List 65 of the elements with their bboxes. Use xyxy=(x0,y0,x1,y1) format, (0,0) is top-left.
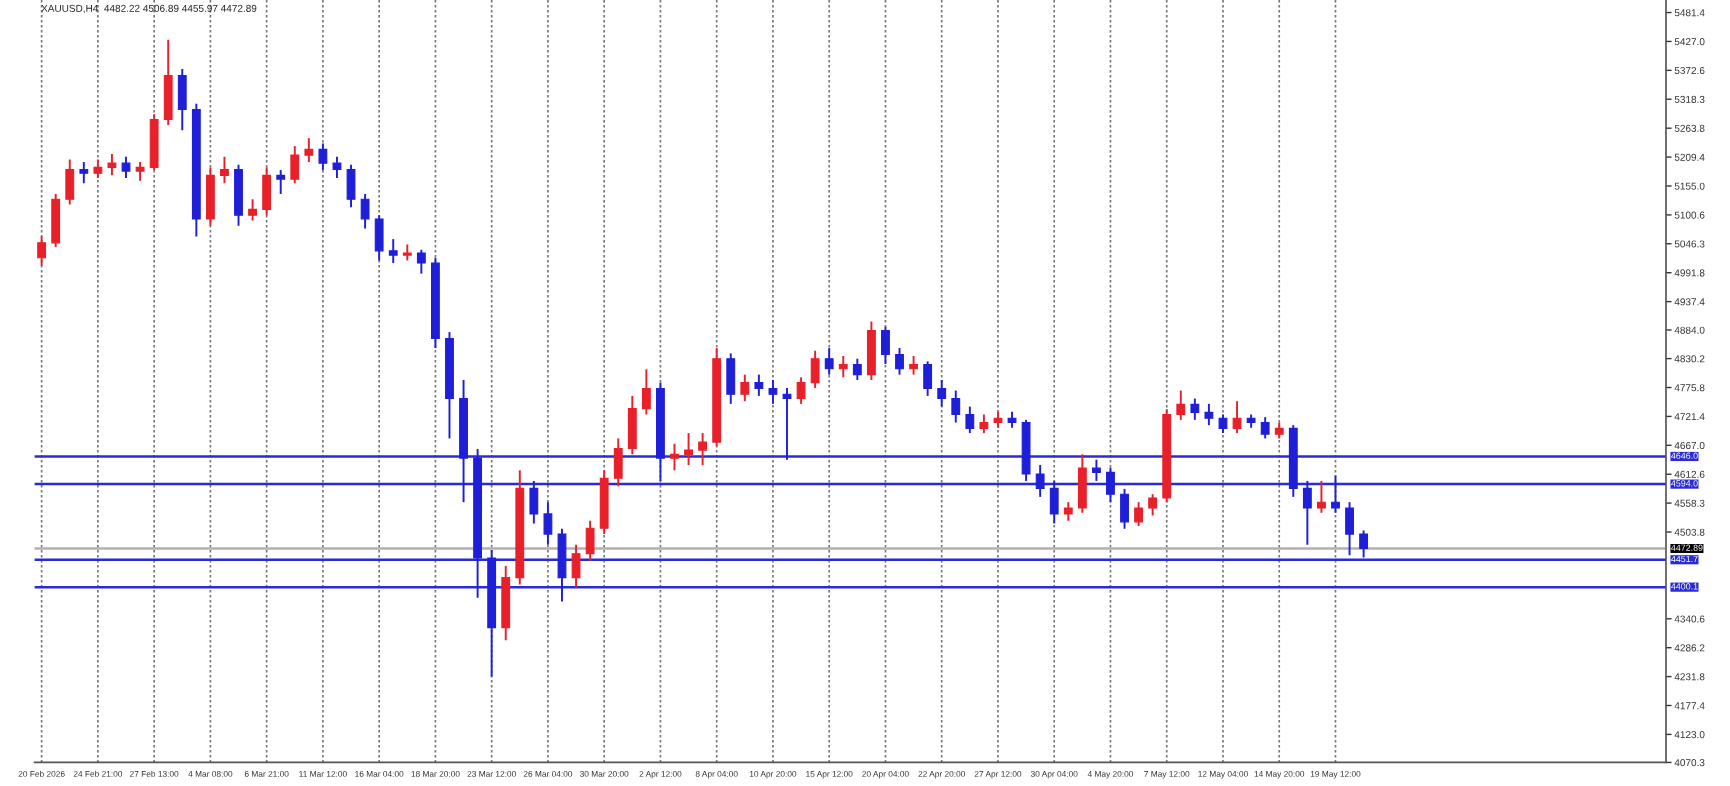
candlestick xyxy=(1120,487,1129,530)
candlestick xyxy=(951,389,961,424)
candlestick xyxy=(262,166,272,217)
candlestick xyxy=(1218,413,1228,435)
candlestick xyxy=(965,405,975,435)
candlestick xyxy=(332,155,342,179)
candlestick xyxy=(1134,501,1144,528)
candlestick xyxy=(1260,416,1270,440)
candlestick xyxy=(234,163,243,227)
candlestick xyxy=(1077,453,1087,514)
candlestick xyxy=(220,155,229,185)
candlestick xyxy=(768,378,778,405)
candlestick xyxy=(37,235,47,267)
candlestick xyxy=(374,214,384,262)
candlestick xyxy=(740,373,750,403)
candlestick xyxy=(923,360,933,397)
candlestick xyxy=(121,155,131,179)
candlestick xyxy=(304,137,314,164)
candlestick xyxy=(163,38,173,126)
candlestick xyxy=(149,113,159,172)
candlestick xyxy=(1063,501,1073,522)
candlestick xyxy=(388,238,398,265)
candlestick xyxy=(895,347,904,376)
candlestick xyxy=(698,432,708,466)
candlestick xyxy=(1204,402,1214,427)
candlestick xyxy=(1176,389,1186,421)
candlestick xyxy=(276,169,286,195)
candlestick xyxy=(810,349,820,389)
candlestick xyxy=(93,158,103,179)
candlestick xyxy=(571,543,581,589)
candlestick xyxy=(177,68,187,132)
candlestick xyxy=(51,193,61,249)
candlestick xyxy=(824,347,834,376)
candlestick xyxy=(641,368,651,416)
candlestick xyxy=(613,437,623,488)
candlestick xyxy=(1232,400,1242,435)
candlestick xyxy=(543,501,553,546)
candlestick xyxy=(135,161,145,182)
candlestick xyxy=(684,432,693,466)
candlestick xyxy=(1317,479,1326,514)
candlestick xyxy=(318,142,328,172)
candlestick xyxy=(670,442,679,472)
candlestick xyxy=(796,376,806,405)
candlestick xyxy=(360,193,370,230)
candlestick xyxy=(248,198,258,222)
candlestick xyxy=(1148,493,1158,517)
candlestick xyxy=(838,355,848,379)
candlestick xyxy=(290,145,300,185)
candlestick xyxy=(416,248,426,275)
candlestick xyxy=(937,378,947,408)
candlestick xyxy=(585,519,595,562)
candlestick xyxy=(65,158,75,206)
candlestick xyxy=(852,357,862,381)
candlestick xyxy=(726,352,736,405)
candlestick xyxy=(627,394,637,456)
candlestick xyxy=(909,355,919,376)
candlestick xyxy=(866,320,876,381)
candlestick xyxy=(79,161,89,185)
candlestick xyxy=(881,325,890,365)
candlestick xyxy=(754,373,764,397)
candlestick xyxy=(205,166,215,227)
candlestick xyxy=(346,163,356,209)
candlestick xyxy=(979,413,989,435)
candlestick xyxy=(1190,397,1200,421)
candlestick xyxy=(107,153,117,177)
